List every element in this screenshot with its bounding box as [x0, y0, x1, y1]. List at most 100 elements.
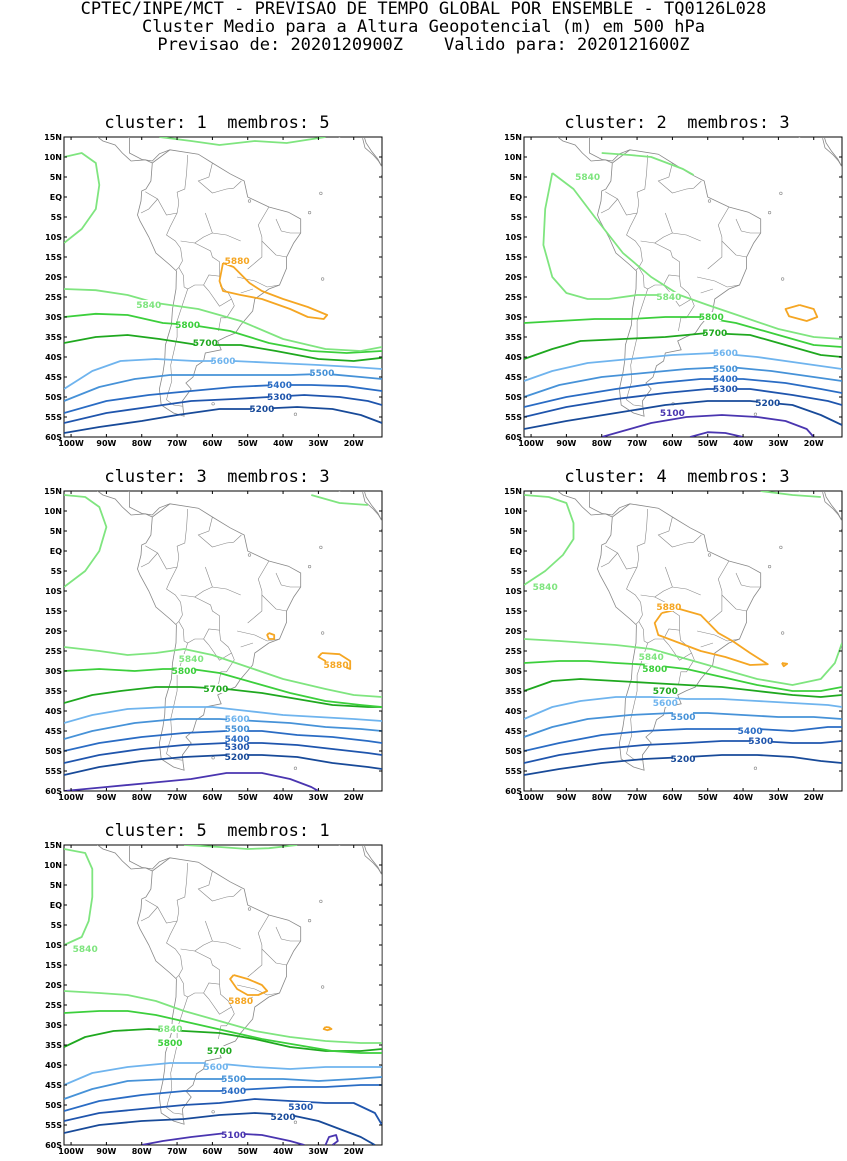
contour-5880 [218, 262, 329, 320]
label-bg [655, 698, 676, 707]
y-tick-label: 40S [45, 353, 62, 362]
x-tick-label: 100W [58, 1147, 84, 1156]
country-border [600, 198, 618, 214]
label-bg [701, 312, 722, 321]
label-bg [223, 1074, 244, 1083]
contour-label-5200: 5200 [670, 755, 695, 765]
contour-label-5800: 5800 [175, 321, 200, 331]
label-bg [205, 684, 226, 693]
x-tick-label: 40W [273, 793, 293, 802]
y-tick-label: 55S [45, 413, 62, 422]
x-tick-label: 40W [273, 439, 293, 448]
label-bg [273, 1112, 294, 1121]
y-tick-label: 5S [511, 213, 523, 222]
x-tick-label: 60W [202, 1147, 222, 1156]
label-bg [227, 714, 248, 723]
x-tick-label: 20W [344, 1147, 364, 1156]
contour-5800 [524, 316, 842, 348]
y-tick-label: 15N [504, 133, 522, 142]
x-tick-label: 50W [238, 1147, 258, 1156]
coastline [597, 503, 762, 771]
x-tick-label: 70W [627, 793, 647, 802]
y-tick-label: 35S [45, 333, 62, 342]
contour-5840 [64, 990, 382, 1044]
country-border [247, 560, 270, 624]
country-border [654, 232, 673, 244]
country-border [275, 572, 301, 588]
country-border [626, 288, 648, 407]
country-border [237, 630, 280, 642]
contour-label-5600: 5600 [210, 357, 235, 367]
label-bg [223, 1130, 244, 1139]
coastline [96, 845, 153, 872]
y-tick-label: 5N [510, 527, 522, 536]
island [767, 564, 772, 569]
country-border [237, 984, 280, 996]
contour-label-5400: 5400 [738, 727, 763, 737]
contour-label-5800: 5800 [699, 313, 724, 323]
label-bg [740, 726, 761, 735]
coastline [363, 491, 382, 529]
country-border [707, 560, 730, 624]
y-tick-label: 15S [45, 961, 62, 970]
contour-label-5200: 5200 [249, 405, 274, 415]
header-line-3: Previsao de: 2020120900Z Valido para: 20… [157, 35, 690, 55]
coastline [337, 137, 341, 139]
contour-5600 [524, 352, 842, 382]
island [247, 907, 252, 911]
y-tick-label: 15N [44, 487, 62, 496]
country-border [205, 212, 241, 242]
contour-label-5880: 5880 [324, 661, 349, 671]
contour-label-5400: 5400 [225, 735, 250, 745]
label-bg [715, 364, 736, 373]
country-border [700, 288, 714, 294]
island [319, 191, 323, 196]
label-bg [251, 404, 272, 413]
y-tick-label: 45S [45, 1081, 62, 1090]
contour-label-5400: 5400 [713, 375, 738, 385]
y-tick-label: 10N [504, 507, 522, 516]
cluster-panel-5: cluster: 5 membros: 1 5880 5840 5840 5800 57… [44, 821, 383, 1161]
y-tick-label: 25S [505, 647, 522, 656]
contour-5600 [64, 706, 382, 724]
contour-5300 [64, 1098, 382, 1126]
y-tick-label: 10S [45, 587, 62, 596]
label-bg [715, 384, 736, 393]
country-border [140, 552, 158, 568]
header-line-1: CPTEC/INPE/MCT - PREVISAO DE TEMPO GLOBA… [80, 0, 767, 19]
y-tick-label: 5S [51, 921, 63, 930]
y-tick-label: 35S [45, 687, 62, 696]
y-tick-label: 5S [51, 213, 63, 222]
label-bg [704, 328, 725, 337]
contour-5400 [524, 726, 842, 752]
contour-5800 [64, 668, 382, 708]
label-bg [662, 408, 683, 417]
contour-5880 [322, 1026, 333, 1032]
y-tick-label: EQ [50, 901, 62, 910]
label-bg [658, 602, 679, 611]
country-border [665, 566, 701, 596]
label-bg [209, 1046, 230, 1055]
y-tick-label: 60S [45, 433, 62, 442]
label-bg [160, 1038, 180, 1047]
x-tick-label: 90W [96, 1147, 116, 1156]
country-border [261, 948, 287, 966]
contour-5840 [542, 172, 659, 300]
island [779, 191, 783, 196]
x-tick-label: 20W [804, 439, 824, 448]
label-bg [535, 582, 556, 591]
y-tick-label: 15S [505, 607, 522, 616]
label-bg [326, 660, 347, 669]
coastline [556, 137, 613, 164]
contour-label-5300: 5300 [267, 393, 292, 403]
island [321, 985, 325, 989]
country-border [261, 594, 287, 612]
panel-title: cluster: 1 membros: 5 [104, 113, 330, 133]
country-border [697, 276, 740, 288]
island [307, 564, 312, 569]
contour-label-5200: 5200 [225, 753, 250, 763]
contour-5200 [524, 754, 842, 776]
coastline [556, 491, 613, 518]
label-bg [644, 664, 665, 673]
island [247, 553, 252, 557]
